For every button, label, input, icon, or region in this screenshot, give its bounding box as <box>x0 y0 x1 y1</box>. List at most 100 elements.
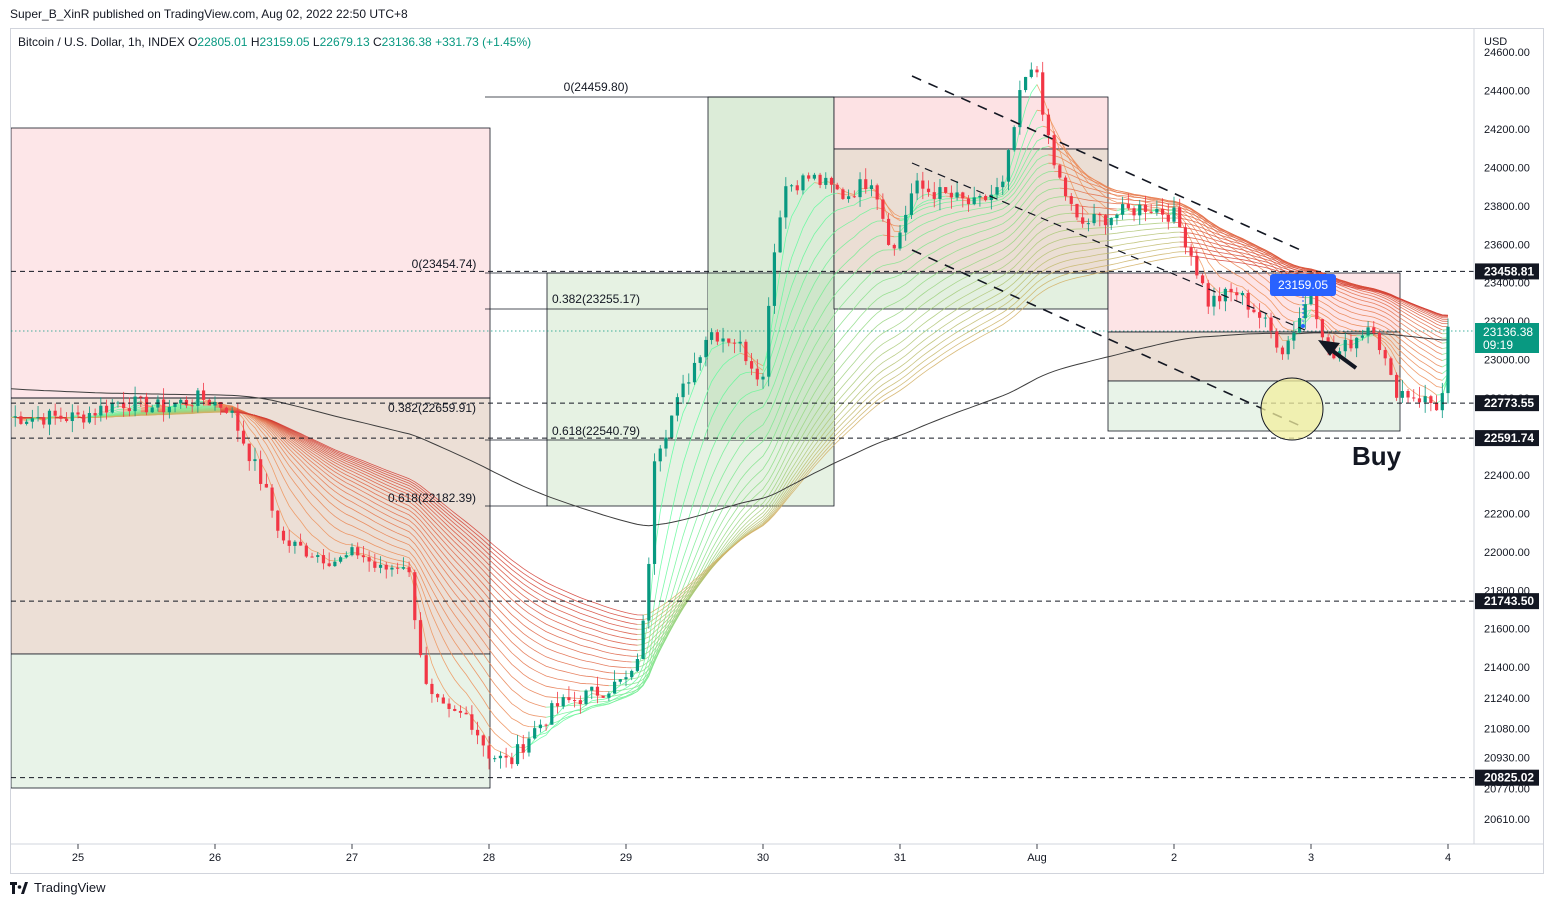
candle-body <box>670 415 674 438</box>
candle-body <box>978 195 982 198</box>
candle-body <box>847 196 851 199</box>
ema-segment <box>1059 187 1443 344</box>
ema-segment <box>232 410 638 646</box>
ema-segment <box>220 407 609 687</box>
candle-body <box>1115 214 1119 219</box>
candle-body <box>110 403 114 413</box>
demand-zone-mid <box>833 272 1109 310</box>
candle-body <box>1383 350 1387 359</box>
ema-segment <box>1310 309 1363 332</box>
candle-body <box>749 361 754 369</box>
supply-zone-left <box>11 128 490 398</box>
ema-segment <box>1373 335 1437 396</box>
candle-body <box>184 399 189 406</box>
ema-segment <box>546 220 883 718</box>
candle-body <box>1240 293 1245 296</box>
price-tick-16: 21400.00 <box>1484 662 1530 674</box>
ema-segment <box>625 196 1066 674</box>
candle-body <box>396 567 400 569</box>
candle-body <box>475 729 480 736</box>
candle-body <box>281 530 286 541</box>
buy-annotation: Buy <box>1352 441 1402 471</box>
candle-body <box>1166 214 1170 222</box>
candle-body <box>1286 340 1290 355</box>
change-value: +331.73 (+1.45%) <box>435 35 532 49</box>
candle-body <box>321 555 326 564</box>
candle-body <box>755 368 759 380</box>
high-label: H <box>250 35 260 49</box>
candle-body <box>664 437 668 449</box>
candle-body <box>555 703 560 707</box>
candle-body <box>418 620 423 656</box>
candle-body <box>1372 327 1376 334</box>
candle-body <box>1355 337 1359 349</box>
ema-segment <box>1173 209 1295 322</box>
candle-body <box>818 174 822 185</box>
price-tick-2: 24200.00 <box>1484 124 1530 136</box>
candle-body <box>1178 207 1182 228</box>
ema-segment <box>837 192 855 196</box>
level-badge-2 <box>1475 430 1539 447</box>
candle-body <box>361 555 366 558</box>
candle-body <box>42 417 46 425</box>
candle-body <box>1121 204 1125 215</box>
candle-body <box>481 735 485 746</box>
candle-body <box>1400 391 1404 398</box>
candle-body <box>761 376 765 380</box>
price-tick-20: 20770.00 <box>1484 783 1530 795</box>
ema-segment <box>1048 162 1443 361</box>
candle-body <box>167 406 171 413</box>
arrow-icon <box>1318 340 1358 370</box>
candle-body <box>179 399 183 404</box>
candle-body <box>784 186 788 218</box>
current-price-text: 23136.38 <box>1483 325 1533 339</box>
brand-name: TradingView <box>34 880 106 895</box>
candle-body <box>704 339 708 358</box>
candle-body <box>378 564 383 568</box>
candle-body <box>1092 213 1096 224</box>
candle-body <box>590 686 594 691</box>
candle-body <box>1195 255 1199 276</box>
ema-segment <box>214 403 535 728</box>
candle-body <box>264 483 268 488</box>
candle-body <box>681 383 685 398</box>
level-label-3: 21743.50 <box>1484 594 1534 608</box>
candle-body <box>436 694 440 698</box>
fib-label-3: 0.382(22659.91) <box>388 401 476 415</box>
candle-body <box>1172 207 1176 222</box>
price-axis-labels: 23458.81 22773.55 22591.74 21743.50 20825.02 <box>1475 263 1539 786</box>
ema-segment <box>232 411 644 616</box>
range-zone-left <box>11 397 491 655</box>
candle-body <box>1280 347 1285 355</box>
currency-label: USD <box>1484 36 1507 48</box>
candle-body <box>898 232 902 249</box>
ema-segment <box>603 162 1049 698</box>
candle-body <box>538 724 542 729</box>
candle-body <box>778 217 782 253</box>
candle-body <box>1377 333 1382 351</box>
candle-body <box>367 557 371 562</box>
candle-body <box>544 724 548 726</box>
candle-body <box>601 695 605 698</box>
candle-body <box>253 459 257 462</box>
candle-body <box>966 198 971 205</box>
ema-segment <box>1310 297 1443 368</box>
candle-body <box>1406 391 1410 398</box>
ema-segment <box>1071 212 1089 215</box>
candle-body <box>36 417 40 419</box>
symbol-title[interactable]: Bitcoin / U.S. Dollar, 1h, INDEX <box>18 35 185 49</box>
candle-body <box>464 712 468 715</box>
tradingview-logo-icon <box>10 881 28 894</box>
ema-segment <box>1173 211 1294 331</box>
candle-body <box>441 697 445 704</box>
candle-body <box>99 405 103 416</box>
candle-body <box>1309 295 1313 305</box>
candle-body <box>116 402 120 404</box>
fib-label-2: 0.382(23255.17) <box>552 292 640 306</box>
candle-body <box>1069 196 1073 204</box>
candle-body <box>995 187 999 195</box>
high-badge-text: 23159.05 <box>1278 278 1328 292</box>
candle-body <box>493 758 497 760</box>
candle-body <box>1320 319 1325 338</box>
